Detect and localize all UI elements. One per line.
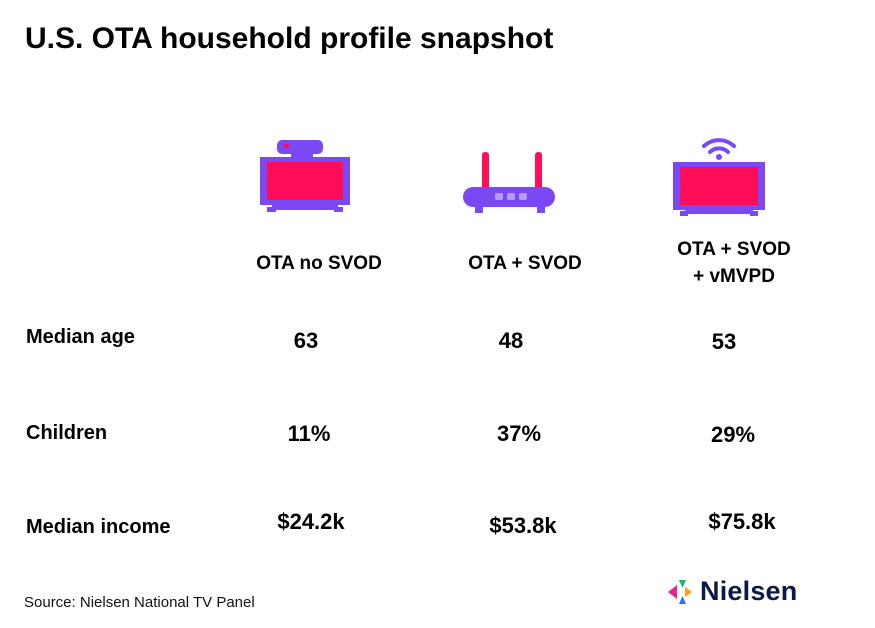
row-label-median-age: Median age (26, 326, 135, 348)
cell-median-income-ota-svod: $53.8k (489, 513, 557, 538)
cell-children-ota-no-svod: 11% (287, 421, 331, 446)
cell-median-age-ota-no-svod: 63 (293, 328, 319, 353)
cell-median-age-ota-svod-vmvpd: 53 (711, 329, 737, 354)
page-title: U.S. OTA household profile snapshot (25, 22, 554, 55)
cell-children-ota-svod-vmvpd: 29% (710, 422, 756, 447)
tv-wifi-icon (673, 138, 765, 216)
router-icon (463, 152, 555, 213)
column-header-ota-svod-vmvpd: OTA + SVOD + vMVPD (677, 239, 791, 287)
cell-median-income-ota-svod-vmvpd: $75.8k (708, 509, 776, 534)
row-label-median-income: Median income (26, 516, 171, 538)
nielsen-logo-text: Nielsen (700, 576, 798, 606)
nielsen-logo-mark-icon (668, 579, 692, 604)
column-header-ota-svod: OTA + SVOD (468, 253, 582, 274)
tv-antenna-icon (260, 140, 350, 212)
cell-median-income-ota-no-svod: $24.2k (277, 509, 345, 534)
source-note: Source: Nielsen National TV Panel (24, 594, 255, 611)
column-header-ota-no-svod: OTA no SVOD (256, 253, 382, 274)
cell-children-ota-svod: 37% (496, 421, 542, 446)
cell-median-age-ota-svod: 48 (498, 328, 524, 353)
nielsen-logo: Nielsen (666, 576, 797, 607)
row-label-children: Children (26, 422, 108, 444)
